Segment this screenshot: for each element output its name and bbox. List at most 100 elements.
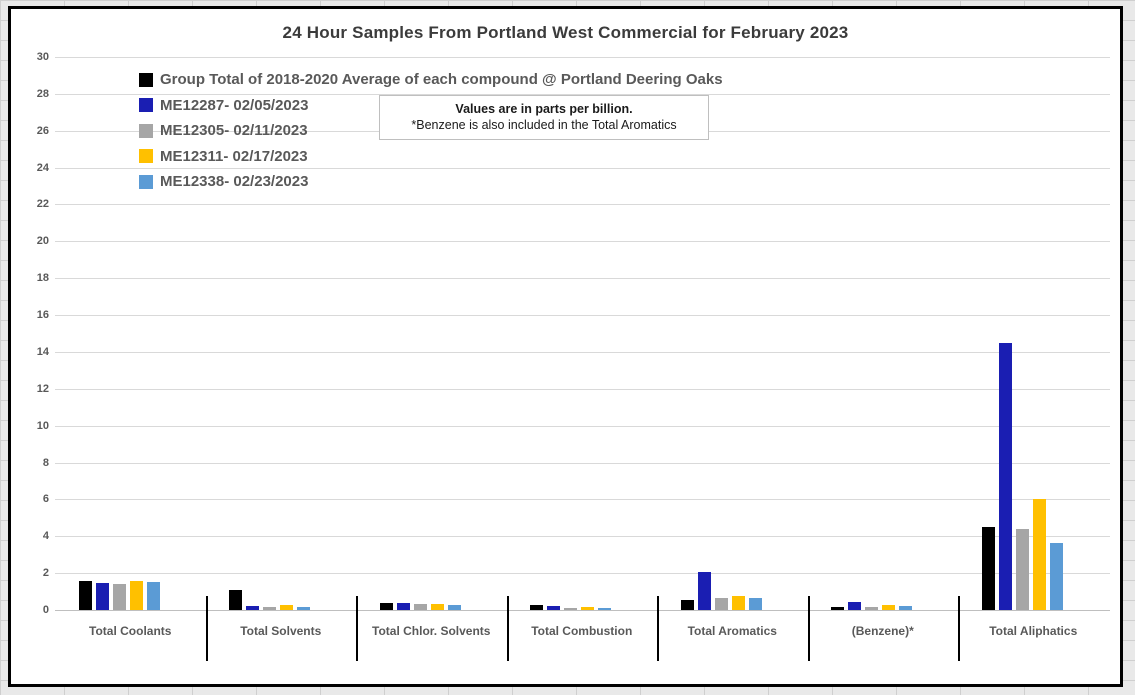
y-axis-tick-label: 20: [36, 235, 49, 248]
bar: [882, 605, 896, 610]
bar: [865, 607, 879, 610]
gridline: [55, 93, 1110, 95]
legend-swatch-icon: [139, 174, 153, 189]
legend-label: ME12338- 02/23/2023: [160, 173, 309, 191]
bar: [547, 606, 561, 610]
bar-group: [345, 57, 496, 610]
category-label: Total Chlor. Solvents: [372, 624, 491, 638]
y-axis-tick-label: 2: [42, 567, 49, 580]
gridline: [55, 315, 1110, 317]
gridline: [55, 57, 1110, 58]
gridline: [55, 425, 1110, 427]
y-axis-tick-label: 6: [42, 493, 49, 506]
note-box: Values are in parts per billion. *Benzen…: [379, 95, 709, 140]
y-axis-tick-label: 14: [36, 345, 49, 358]
y-axis-tick-label: 4: [42, 530, 49, 543]
gridline: [55, 388, 1110, 390]
bar: [78, 581, 92, 610]
category-label: Total Combustion: [531, 624, 633, 638]
legend-item: ME12311- 02/17/2023: [139, 144, 723, 170]
bar: [530, 605, 544, 610]
y-axis-tick-label: 28: [36, 87, 49, 100]
bar: [848, 601, 862, 610]
category-separator: [205, 596, 208, 661]
bar: [831, 607, 845, 610]
bar: [1015, 528, 1029, 610]
bar: [598, 607, 612, 610]
bar: [697, 572, 711, 610]
category-label: Total Coolants: [89, 624, 172, 638]
category-label: Total Solvents: [240, 624, 322, 638]
bar: [430, 603, 444, 610]
bar-group: [496, 57, 647, 610]
legend-item: ME12305- 02/11/2023: [139, 118, 723, 144]
bar: [899, 606, 913, 610]
bar: [714, 598, 728, 610]
bar: [297, 606, 311, 610]
category-separator: [506, 596, 509, 661]
legend-item: ME12338- 02/23/2023: [139, 169, 723, 195]
y-axis-tick-label: 16: [36, 309, 49, 322]
legend-label: ME12311- 02/17/2023: [160, 147, 308, 165]
bar: [396, 602, 410, 610]
gridline: [55, 204, 1110, 206]
bar: [263, 606, 277, 610]
legend-item: ME12287- 02/05/2023: [139, 93, 723, 119]
bar: [379, 602, 393, 610]
bar: [229, 589, 243, 610]
legend-swatch-icon: [139, 98, 153, 113]
y-axis-tick-label: 26: [36, 124, 49, 137]
bar: [112, 584, 126, 610]
gridline: [55, 278, 1110, 280]
category-label: Total Aliphatics: [989, 624, 1078, 638]
note-line-2: *Benzene is also included in the Total A…: [411, 118, 677, 132]
y-axis-tick-label: 30: [36, 51, 49, 63]
chart-title: 24 Hour Samples From Portland West Comme…: [282, 23, 849, 42]
legend-label: Group Total of 2018-2020 Average of each…: [160, 71, 723, 89]
y-axis-tick-label: 8: [42, 456, 49, 469]
legend-swatch-icon: [139, 72, 153, 87]
bar: [998, 342, 1012, 610]
gridline: [55, 499, 1110, 501]
legend-swatch-icon: [139, 149, 153, 164]
legend-label: ME12305- 02/11/2023: [160, 122, 308, 140]
chart-frame: 24 Hour Samples From Portland West Comme…: [8, 6, 1123, 687]
gridline: [55, 241, 1110, 243]
gridline: [55, 167, 1110, 169]
gridline: [55, 573, 1110, 575]
bar: [1032, 499, 1046, 610]
x-axis-line: [55, 610, 1110, 611]
bar-group: [44, 57, 195, 610]
y-axis-tick-label: 0: [42, 604, 49, 616]
gridline: [55, 462, 1110, 464]
bar: [748, 598, 762, 610]
category-separator: [657, 596, 659, 661]
y-axis-tick-label: 24: [36, 161, 49, 174]
y-axis-tick-label: 12: [36, 382, 49, 395]
y-axis-tick-label: 18: [36, 272, 49, 285]
bar: [447, 605, 461, 610]
gridline: [55, 351, 1110, 353]
category-label: Total Aromatics: [687, 624, 777, 638]
bar: [246, 605, 260, 610]
bar: [413, 604, 427, 610]
bar: [680, 599, 694, 610]
bar-group: [195, 57, 346, 610]
bar-group: [646, 57, 797, 610]
bar: [95, 583, 109, 610]
chart-legend: Group Total of 2018-2020 Average of each…: [139, 67, 723, 195]
legend-swatch-icon: [139, 123, 153, 138]
bar: [564, 608, 578, 610]
bar: [731, 596, 745, 610]
legend-item: Group Total of 2018-2020 Average of each…: [139, 67, 723, 93]
note-line-1: Values are in parts per billion.: [455, 102, 633, 116]
bar: [981, 527, 995, 610]
y-axis-tick-label: 10: [36, 419, 49, 432]
bar: [1049, 542, 1063, 610]
gridline: [55, 536, 1110, 538]
y-axis-tick-label: 22: [36, 198, 49, 211]
bar: [280, 604, 294, 610]
category-label: (Benzene)*: [851, 624, 914, 638]
bar: [146, 582, 160, 610]
